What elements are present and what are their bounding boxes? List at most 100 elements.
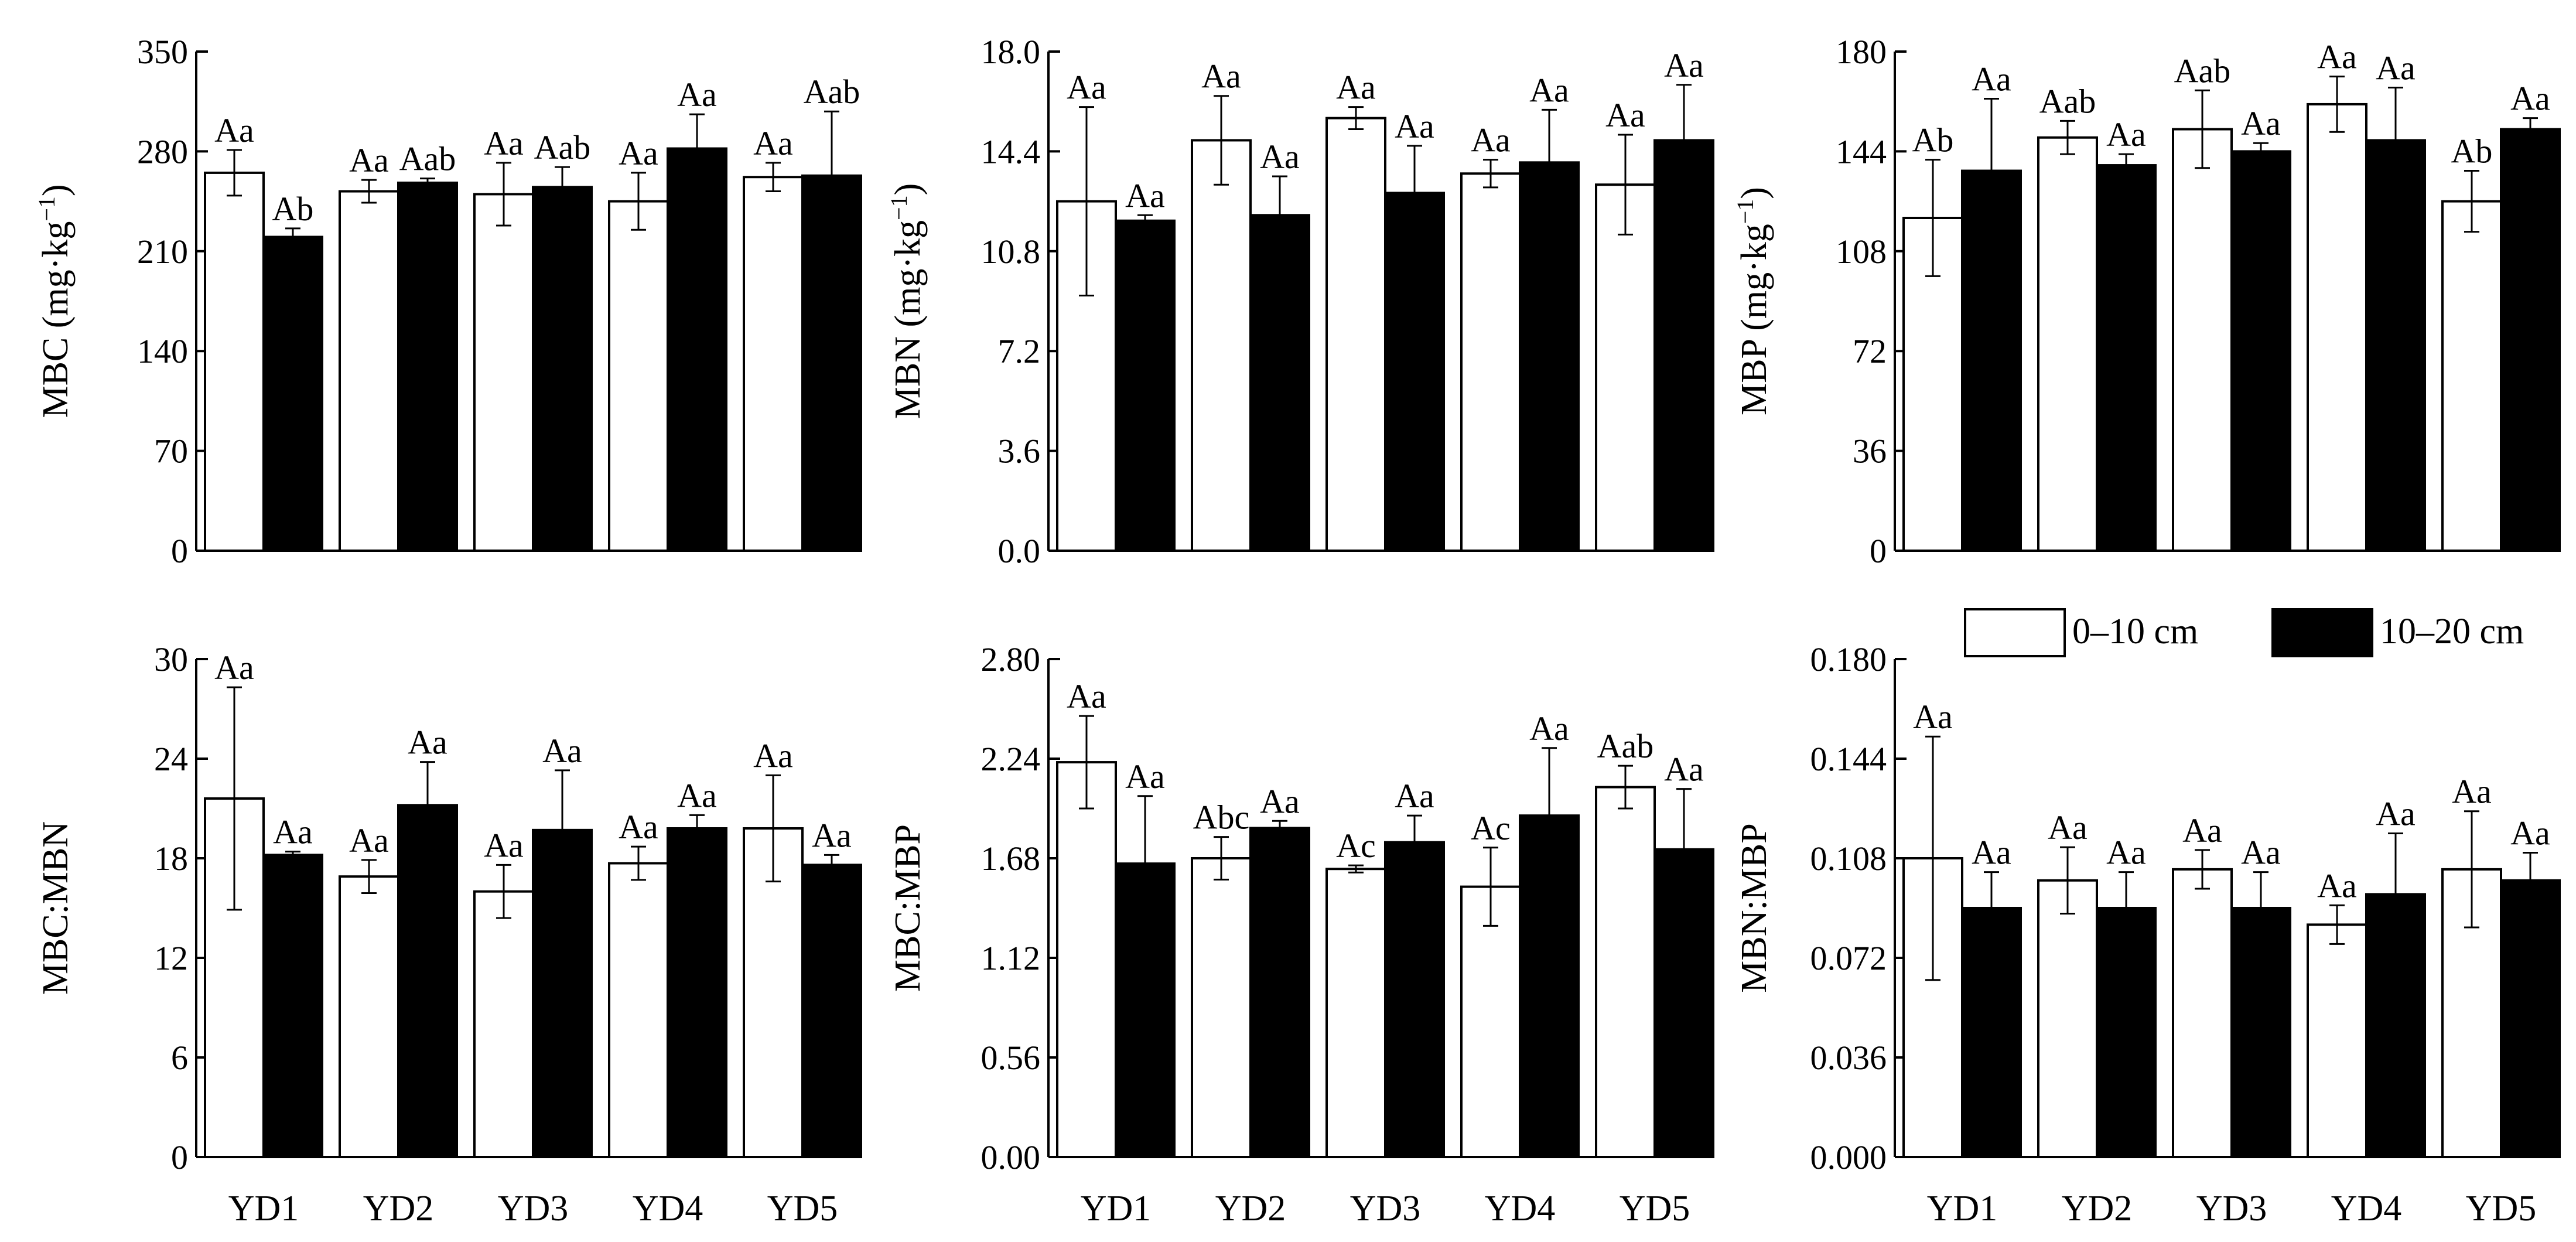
- x-tick-label: YD3: [2196, 1189, 2267, 1229]
- bar-yd2-0-10cm: [1191, 857, 1252, 1158]
- y-tick-label: 0: [171, 1138, 188, 1176]
- significance-letter: Aa: [1471, 121, 1511, 159]
- bar-yd1-0-10cm: [204, 171, 265, 552]
- significance-letter: Aa: [1913, 698, 1953, 736]
- y-axis-title-main: MBC:MBP: [888, 824, 928, 992]
- y-axis-title: MBC:MBP: [888, 824, 928, 992]
- significance-letter: Abc: [1193, 799, 1250, 837]
- y-axis-title-sup: −1: [1732, 199, 1758, 224]
- significance-letter: Aa: [2376, 49, 2416, 87]
- significance-letter: Aab: [804, 73, 860, 111]
- y-tick-label: 36: [1853, 432, 1887, 470]
- significance-letter: Aa: [677, 776, 717, 814]
- bar-yd2-10-20cm: [1249, 827, 1310, 1158]
- significance-letter: Aa: [1529, 71, 1569, 109]
- x-tick-label: YD4: [1485, 1189, 1556, 1229]
- significance-letter: Ac: [1471, 809, 1511, 847]
- significance-letter: Aa: [484, 124, 524, 162]
- x-tick-label: YD2: [363, 1189, 434, 1229]
- y-axis-title-unit: (mg·kg: [888, 220, 928, 327]
- bar-yd4-0-10cm: [608, 862, 669, 1158]
- significance-letter: Aa: [408, 724, 447, 762]
- bar-yd2-0-10cm: [1191, 139, 1252, 552]
- significance-letter: Aa: [1605, 96, 1645, 134]
- significance-letter: Aa: [2317, 866, 2357, 905]
- bar-yd2-10-20cm: [397, 181, 458, 552]
- significance-letter: Ac: [1336, 827, 1376, 865]
- significance-letter: Aa: [677, 76, 717, 114]
- significance-letter: Aa: [1260, 782, 1300, 820]
- significance-letter: Aa: [1336, 69, 1376, 107]
- y-tick-label: 350: [137, 33, 188, 71]
- bar-yd5-10-20cm: [801, 864, 862, 1159]
- bar-yd5-10-20cm: [1653, 848, 1714, 1158]
- y-axis-title-unit-space: [36, 328, 76, 337]
- y-axis-title-main: MBC:MBN: [36, 821, 76, 995]
- y-axis-title: MBC:MBN: [36, 821, 76, 995]
- x-tick-label: YD3: [498, 1189, 569, 1229]
- significance-letter: Aa: [2317, 38, 2357, 76]
- y-axis-title-main: MBN:MBP: [1734, 823, 1774, 992]
- legend-label-10-20cm: 10–20 cm: [2380, 612, 2524, 651]
- significance-letter: Aa: [619, 808, 658, 846]
- x-tick-label: YD4: [633, 1189, 703, 1229]
- y-axis-title-unit-space: [1734, 331, 1774, 340]
- chart-panel-3: 0 6 12 18 24 30 MBC:MBN Aa Aa YD1 Aa Aa YD2 Aa Aa YD3 Aa…: [36, 640, 862, 1229]
- significance-letter: Aab: [2039, 82, 2096, 120]
- significance-letter: Aa: [2510, 80, 2550, 118]
- significance-letter: Aa: [1972, 60, 2011, 98]
- legend-swatch-10-20cm: [2271, 608, 2373, 657]
- y-tick-label: 2.24: [981, 740, 1041, 778]
- y-tick-label: 2.80: [981, 640, 1041, 678]
- x-tick-label: YD5: [767, 1189, 838, 1229]
- significance-letter: Ab: [272, 190, 314, 228]
- bar-yd4-10-20cm: [1519, 161, 1580, 552]
- significance-letter: Aa: [273, 813, 313, 851]
- legend-label-0-10cm: 0–10 cm: [2072, 612, 2198, 651]
- bar-yd5-0-10cm: [2441, 200, 2502, 552]
- x-tick-label: YD2: [2062, 1189, 2133, 1229]
- bar-yd2-10-20cm: [2096, 164, 2157, 552]
- significance-letter: Ab: [1912, 121, 1954, 159]
- y-tick-label: 0.180: [1810, 640, 1887, 678]
- y-tick-label: 210: [137, 233, 188, 271]
- bar-yd3-10-20cm: [2230, 907, 2291, 1158]
- y-axis-title-unit-space: [888, 327, 928, 336]
- y-axis-title-close: ): [36, 184, 76, 196]
- significance-letter: Aa: [1260, 138, 1300, 176]
- y-axis-title-main: MBP: [1734, 340, 1774, 415]
- x-tick-label: YD1: [1081, 1189, 1152, 1229]
- bar-yd4-10-20cm: [667, 827, 727, 1158]
- bar-yd2-10-20cm: [2096, 907, 2157, 1158]
- significance-letter: Aa: [1664, 46, 1704, 84]
- y-axis-title: MBN (mg·kg−1): [886, 183, 928, 419]
- significance-letter: Aa: [1395, 777, 1434, 815]
- bar-yd4-0-10cm: [1460, 885, 1521, 1158]
- significance-letter: Aa: [214, 649, 254, 687]
- bar-yd1-10-20cm: [1115, 219, 1176, 552]
- bar-yd4-0-10cm: [2307, 923, 2367, 1159]
- bar-yd3-10-20cm: [1384, 192, 1445, 552]
- significance-letter: Aab: [2174, 52, 2231, 90]
- significance-letter: Aa: [1972, 834, 2011, 872]
- y-tick-label: 72: [1853, 332, 1887, 370]
- bar-yd5-0-10cm: [1595, 786, 1656, 1158]
- significance-letter: Aa: [1529, 709, 1569, 748]
- significance-letter: Aa: [753, 736, 793, 774]
- y-tick-label: 18.0: [981, 33, 1041, 71]
- y-tick-label: 24: [154, 740, 188, 778]
- y-axis-title-unit: (mg·kg: [36, 221, 76, 329]
- chart-panel-5: 0.000 0.036 0.072 0.108 0.144 0.180 MBN:MBP Aa A…: [1734, 640, 2561, 1229]
- significance-letter: Aa: [1125, 176, 1165, 214]
- bar-yd5-10-20cm: [2500, 128, 2561, 552]
- chart-panel-4: 0.00 0.56 1.12 1.68 2.24 2.80 MBC:MBP Aa Aa YD1 Ab…: [888, 640, 1714, 1229]
- x-tick-label: YD4: [2331, 1189, 2402, 1229]
- y-axis-title: MBC (mg·kg−1): [33, 184, 76, 418]
- x-tick-label: YD5: [1620, 1189, 1690, 1229]
- bar-yd3-0-10cm: [2172, 128, 2233, 552]
- y-tick-label: 1.68: [981, 840, 1041, 878]
- y-axis-title-close: ): [1734, 187, 1774, 199]
- significance-letter: Ab: [2451, 132, 2493, 170]
- y-tick-label: 0: [1870, 532, 1887, 570]
- x-tick-label: YD5: [2466, 1189, 2537, 1229]
